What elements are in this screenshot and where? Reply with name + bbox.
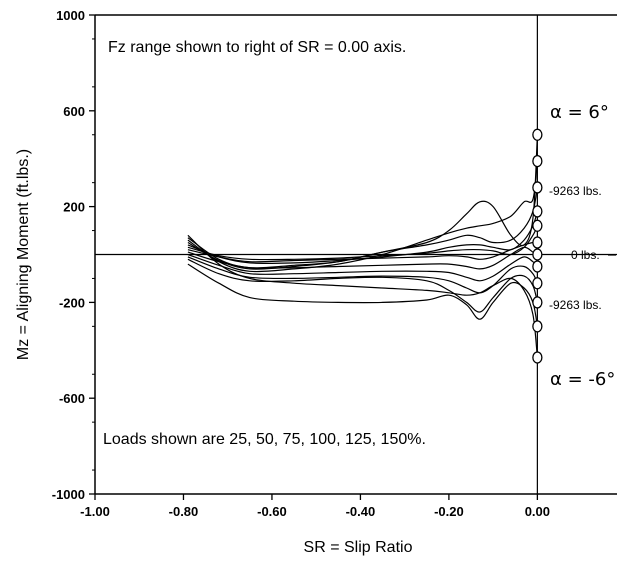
x-tick-label: -0.60: [257, 504, 287, 519]
zero-slip-marker: [532, 219, 543, 232]
zero-slip-marker: [532, 296, 543, 309]
series-line-1: [187, 134, 538, 269]
series-line-5: [187, 225, 538, 261]
fz-range-note: Fz range shown to right of SR = 0.00 axi…: [108, 39, 406, 56]
x-tick-label: 0.00: [525, 504, 550, 519]
series-line-4: [187, 211, 538, 265]
zero-slip-marker: [532, 320, 543, 333]
series-line-7: [187, 246, 538, 270]
y-tick-label: 600: [63, 104, 85, 119]
zero-slip-marker: [532, 205, 543, 218]
y-tick-label: -200: [59, 295, 85, 310]
load-positive-label: -9263 lbs.: [549, 184, 602, 198]
x-tick-label: -0.40: [346, 504, 376, 519]
zero-slip-marker: [532, 277, 543, 290]
y-tick-label: 1000: [56, 8, 85, 23]
zero-slip-marker: [532, 236, 543, 249]
y-tick-label: -600: [59, 391, 85, 406]
y-tick-label: 200: [63, 200, 85, 215]
zero-slip-marker: [532, 181, 543, 194]
zero-slip-marker: [532, 128, 543, 141]
zero-slip-marker: [532, 351, 543, 364]
x-tick-label: -0.80: [169, 504, 199, 519]
y-axis-title: Mz = Aligning Moment (ft.lbs.): [15, 149, 32, 360]
chart-marks: -1000 -600 -200 200 600 1000 -1.00 -0.80 -0.60 -0…: [15, 8, 617, 556]
alpha-positive-label: α = 6°: [550, 102, 609, 123]
series-line-10: [187, 258, 538, 313]
alpha-negative-label: α = -6°: [550, 369, 615, 390]
loads-note: Loads shown are 25, 50, 75, 100, 125, 15…: [103, 431, 426, 448]
load-negative-label: -9263 lbs.: [549, 298, 602, 312]
series-line-8: [187, 253, 538, 282]
zero-slip-marker: [532, 248, 543, 261]
y-tick-label: -1000: [52, 487, 85, 502]
zero-slip-marker: [532, 154, 543, 168]
series-line-3: [187, 187, 538, 270]
x-axis-title: SR = Slip Ratio: [304, 539, 413, 556]
load-zero-label: 0 lbs.: [571, 248, 600, 262]
x-tick-label: -1.00: [80, 504, 110, 519]
series-line-12: [187, 234, 538, 358]
series-line-6: [187, 241, 538, 263]
series-line-9: [187, 256, 538, 294]
x-tick-label: -0.20: [434, 504, 464, 519]
series-line-11: [187, 263, 538, 327]
zero-slip-marker: [532, 260, 543, 273]
series-line-2: [187, 161, 538, 273]
